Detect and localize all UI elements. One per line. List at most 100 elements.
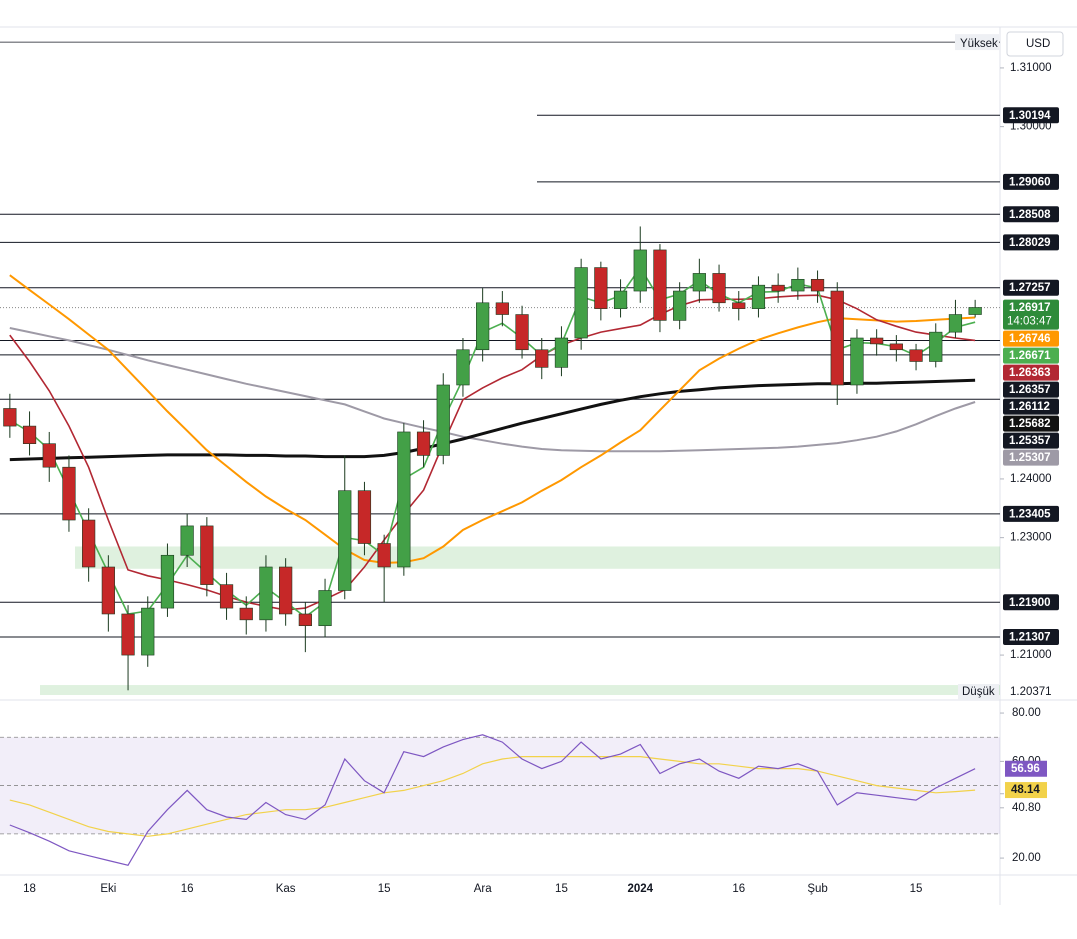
price-badge [1003, 173, 1059, 190]
price-badge [1003, 364, 1059, 381]
price-badge-label: 1.21900 [1009, 597, 1051, 609]
price-badge [1003, 347, 1059, 364]
candle-body [318, 590, 332, 627]
candle-body [712, 273, 726, 304]
price-badge-label: 1.25307 [1009, 452, 1051, 464]
price-badge-label: 1.21307 [1009, 632, 1051, 644]
x-tick-label: 16 [732, 883, 745, 895]
currency-button[interactable] [1006, 31, 1064, 57]
low-label: Düşük [962, 686, 995, 698]
candle-body [141, 607, 155, 656]
price-badge-label: 1.30194 [1009, 110, 1051, 122]
price-badge-label: 1.25682 [1009, 418, 1051, 430]
candle-body [42, 443, 56, 468]
rsi-ma-badge [1005, 782, 1047, 799]
price-badge-label: 1.27257 [1009, 282, 1051, 294]
candle-body [633, 249, 647, 292]
price-badge [1003, 505, 1059, 522]
countdown: 14:03:47 [1007, 316, 1052, 328]
price-badge-label: 1.26112 [1009, 401, 1050, 413]
price-badge-label: 1.26917 [1009, 302, 1051, 314]
price-badge-label: 1.25357 [1009, 435, 1051, 447]
moving-average [9, 327, 976, 453]
price-badge [1003, 234, 1059, 251]
price-badge [1003, 594, 1059, 611]
x-tick-label: Ara [474, 883, 493, 895]
rsi-tick-label: 40.80 [1012, 802, 1041, 814]
candle-body [613, 290, 628, 309]
moving-average [9, 378, 976, 462]
candle-body [3, 408, 17, 427]
price-badge [1003, 398, 1059, 415]
rsi-ma-badge-label: 48.14 [1011, 784, 1040, 796]
candle-body [889, 343, 903, 351]
price-badge [1003, 279, 1059, 296]
rsi-tick-label: 80.00 [1012, 707, 1041, 719]
price-badge [1003, 629, 1059, 646]
candle-body [121, 613, 135, 656]
y-tick-label: 1.31000 [1010, 62, 1052, 74]
y-tick-label: 1.30000 [1010, 121, 1052, 133]
price-badge-label: 1.26746 [1009, 333, 1051, 345]
candle-body [515, 314, 529, 351]
candle-body [810, 278, 825, 292]
candle-body [219, 584, 234, 609]
x-tick-label: Şub [807, 883, 827, 895]
candle-body [535, 349, 549, 368]
price-badge [1003, 415, 1059, 432]
price-badge [1003, 381, 1059, 398]
candle-body [574, 267, 588, 339]
high-label: Yüksek [960, 38, 998, 50]
rsi-tick-label: 20.00 [1012, 852, 1041, 864]
candle-body [850, 337, 864, 386]
candle-body [692, 273, 706, 292]
price-badge-label: 1.29060 [1009, 176, 1051, 188]
price-badge [1003, 107, 1059, 124]
price-badge-label: 1.28508 [1009, 209, 1051, 221]
moving-average [9, 274, 976, 564]
candle-body [476, 302, 490, 351]
price-badge [1003, 206, 1059, 223]
candle-body [160, 554, 175, 609]
candle-body [259, 566, 273, 621]
candle-body [101, 566, 115, 615]
candle-body [968, 307, 982, 315]
candle-body [594, 267, 608, 309]
x-tick-label: Kas [276, 883, 296, 895]
rsi-badge [1005, 760, 1047, 777]
x-tick-label: 2024 [627, 883, 653, 895]
candle-body [732, 302, 746, 309]
x-tick-label: 15 [555, 883, 568, 895]
candle-body [771, 284, 785, 292]
candle-body [673, 290, 687, 321]
candle-body [338, 490, 352, 591]
candle-body [416, 431, 431, 456]
x-tick-label: 15 [910, 883, 923, 895]
candle-body [62, 466, 76, 521]
currency[interactable]: USD [1026, 38, 1050, 50]
low-value: 1.20371 [1010, 686, 1052, 698]
candle-body [870, 337, 884, 345]
candle-body [22, 425, 37, 445]
rsi-badge-label: 56.96 [1011, 763, 1040, 775]
candle-body [298, 613, 312, 627]
candle-body [200, 525, 214, 585]
price-badge-label: 1.26363 [1009, 367, 1051, 379]
candle-body [239, 607, 253, 621]
price-badge [1003, 449, 1059, 466]
x-tick-label: Eki [100, 883, 116, 895]
zone [75, 546, 1000, 569]
candle-body [436, 384, 450, 456]
y-tick-label: 1.23000 [1010, 532, 1052, 544]
price-badge [1003, 432, 1059, 449]
candle-body [653, 249, 667, 321]
price-badge-label: 1.23405 [1009, 508, 1051, 520]
high-tag [955, 34, 999, 51]
y-tick-label: 1.24000 [1010, 473, 1052, 485]
candle-body [279, 566, 293, 615]
candle-body [929, 331, 943, 362]
rsi-line [9, 734, 976, 866]
candle-body [377, 543, 391, 568]
candle-body [791, 278, 805, 292]
